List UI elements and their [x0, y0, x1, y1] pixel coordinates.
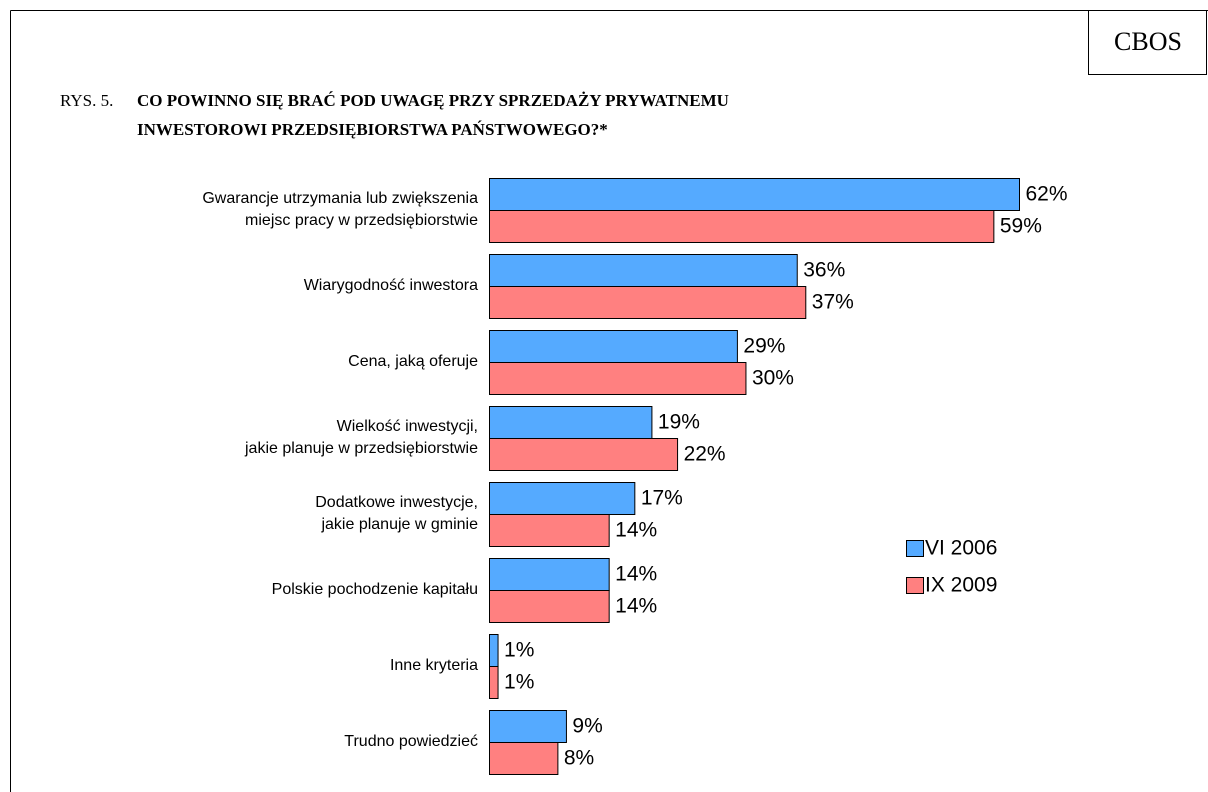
badge-box [1088, 10, 1207, 75]
legend-label: IX 2009 [925, 574, 997, 597]
category-label: Gwarancje utrzymania lub zwiększenia [202, 190, 478, 207]
chart-title: CO POWINNO SIĘ BRAĆ POD UWAGĘ PRZY SPRZE… [137, 91, 729, 110]
category-label: Wielkość inwestycji, [337, 418, 478, 435]
bar [489, 666, 499, 699]
category-label: Inne kryteria [390, 657, 478, 674]
value-label: 14% [615, 519, 657, 542]
bar [489, 742, 559, 775]
value-label: 17% [641, 487, 683, 510]
bar [489, 710, 567, 743]
legend-swatch [906, 540, 924, 557]
value-label: 62% [1026, 183, 1068, 206]
value-label: 14% [615, 595, 657, 618]
bar [489, 634, 499, 667]
bar [489, 210, 995, 243]
bar [489, 590, 610, 623]
bar [489, 438, 679, 471]
legend-swatch [906, 577, 924, 594]
value-label: 9% [572, 715, 602, 738]
bar [489, 254, 798, 287]
value-label: 36% [803, 259, 845, 282]
bar [489, 558, 610, 591]
value-label: 59% [1000, 215, 1042, 238]
category-label: Wiarygodność inwestora [304, 277, 478, 294]
category-label: jakie planuje w przedsiębiorstwie [244, 440, 478, 457]
bar [489, 178, 1020, 211]
value-label: 30% [752, 367, 794, 390]
badge: CBOS [1114, 27, 1182, 56]
value-label: 1% [504, 671, 534, 694]
category-label: miejsc pracy w przedsiębiorstwie [245, 212, 478, 229]
bar [489, 482, 636, 515]
value-label: 14% [615, 563, 657, 586]
bar [489, 330, 738, 363]
value-label: 19% [658, 411, 700, 434]
value-label: 37% [812, 291, 854, 314]
value-label: 22% [684, 443, 726, 466]
category-label: jakie planuje w gminie [320, 516, 478, 533]
value-label: 29% [743, 335, 785, 358]
bar [489, 406, 653, 439]
bar [489, 514, 610, 547]
title-prefix: RYS. 5. [60, 91, 113, 110]
category-label: Trudno powiedzieć [344, 733, 478, 750]
legend-label: VI 2006 [925, 537, 997, 560]
bar [489, 286, 807, 319]
bar [489, 362, 747, 395]
category-label: Polskie pochodzenie kapitału [272, 581, 478, 598]
value-label: 8% [564, 747, 594, 770]
value-label: 1% [504, 639, 534, 662]
chart-title: INWESTOROWI PRZEDSIĘBIORSTWA PAŃSTWOWEGO… [137, 120, 608, 139]
category-label: Dodatkowe inwestycje, [315, 494, 478, 511]
category-label: Cena, jaką oferuje [348, 353, 478, 370]
